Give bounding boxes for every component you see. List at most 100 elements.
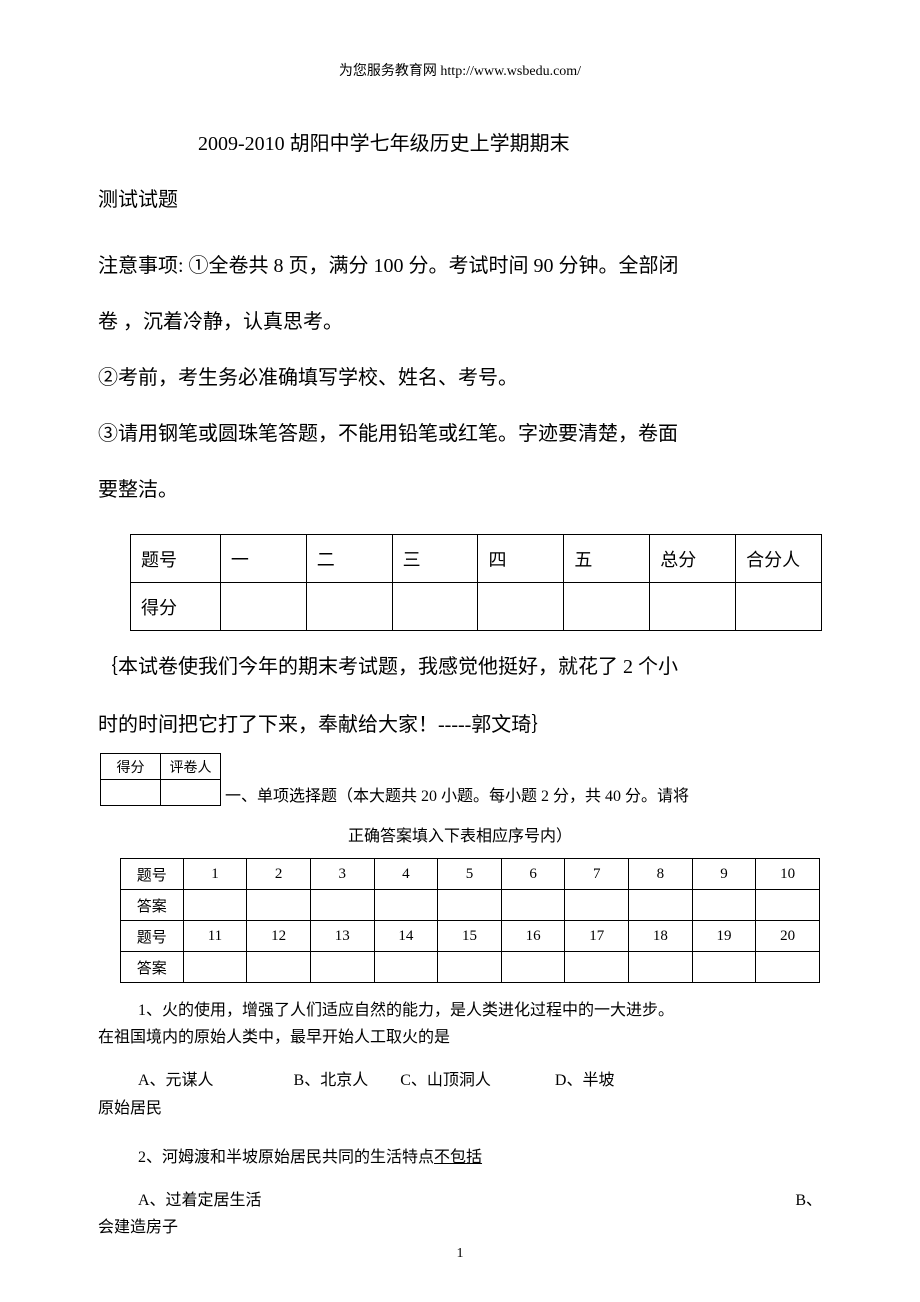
- cell: 4: [374, 859, 438, 890]
- cell: 五: [564, 535, 650, 583]
- cell: 13: [310, 921, 374, 952]
- notice-1b: 卷 ，沉着冷静，认真思考。: [98, 294, 822, 350]
- cell: 题号: [121, 859, 184, 890]
- cell: 15: [438, 921, 502, 952]
- q1-options-a: A、元谋人 B、北京人 C、山顶洞人 D、半坡: [98, 1067, 822, 1094]
- notice-3b: 要整洁。: [98, 462, 822, 518]
- cell: 16: [501, 921, 565, 952]
- q2-opt-b: B、: [795, 1187, 822, 1214]
- cell: 18: [629, 921, 693, 952]
- cell-empty: [692, 952, 756, 983]
- cell-empty: [392, 583, 478, 631]
- cell: 17: [565, 921, 629, 952]
- cell: 19: [692, 921, 756, 952]
- cell-empty: [101, 780, 161, 806]
- cell-empty: [565, 890, 629, 921]
- table-row: 答案: [121, 952, 820, 983]
- cell: 8: [629, 859, 693, 890]
- q2-stem: 2、河姆渡和半坡原始居民共同的生活特点: [138, 1149, 434, 1166]
- cell-empty: [501, 952, 565, 983]
- page-number: 1: [0, 1246, 920, 1262]
- cell: 答案: [121, 890, 184, 921]
- cell: 6: [501, 859, 565, 890]
- question-1: 1、火的使用，增强了人们适应自然的能力，是人类进化过程中的一大进步。 在祖国境内…: [98, 997, 822, 1122]
- cell: 二: [306, 535, 392, 583]
- title-line1: 2009-2010 胡阳中学七年级历史上学期期末: [98, 116, 822, 172]
- cell-empty: [220, 583, 306, 631]
- cell-empty: [478, 583, 564, 631]
- q2-opt-b-cont: 会建造房子: [98, 1214, 822, 1241]
- table-row: 得分: [131, 583, 822, 631]
- cell: 评卷人: [161, 754, 221, 780]
- title-block: 2009-2010 胡阳中学七年级历史上学期期末 测试试题: [98, 116, 822, 228]
- q1-line2: 在祖国境内的原始人类中，最早开始人工取火的是: [98, 1024, 822, 1051]
- q1-options-b: 原始居民: [98, 1095, 822, 1122]
- cell-empty: [374, 890, 438, 921]
- cell-empty: [736, 583, 822, 631]
- cell: 7: [565, 859, 629, 890]
- cell: 3: [310, 859, 374, 890]
- cell-empty: [374, 952, 438, 983]
- section1-heading-a: 一、单项选择题（本大题共 20 小题。每小题 2 分，共 40 分。请将: [225, 788, 689, 805]
- mini-score-table: 得分 评卷人: [100, 753, 221, 806]
- cell: 2: [247, 859, 311, 890]
- notice-2: ②考前，考生务必准确填写学校、姓名、考号。: [98, 350, 822, 406]
- author-note-1: ｛本试卷使我们今年的期末考试题，我感觉他挺好，就花了 2 个小: [98, 641, 822, 693]
- cell-empty: [692, 890, 756, 921]
- q2-opt-a: A、过着定居生活: [138, 1187, 262, 1214]
- cell: 1: [183, 859, 247, 890]
- cell-empty: [629, 890, 693, 921]
- cell: 总分: [650, 535, 736, 583]
- cell-empty: [756, 952, 820, 983]
- author-note-2: 时的时间把它打了下来，奉献给大家！-----郭文琦｝: [98, 699, 822, 751]
- cell-empty: [183, 952, 247, 983]
- cell: 11: [183, 921, 247, 952]
- section1-row: 得分 评卷人 一、单项选择题（本大题共 20 小题。每小题 2 分，共 40 分…: [98, 751, 822, 806]
- cell-empty: [310, 890, 374, 921]
- section1-heading-b: 正确答案填入下表相应序号内）: [98, 822, 822, 846]
- table-row: 题号 11 12 13 14 15 16 17 18 19 20: [121, 921, 820, 952]
- table-row: 题号 一 二 三 四 五 总分 合分人: [131, 535, 822, 583]
- table-row: [101, 780, 221, 806]
- cell: 四: [478, 535, 564, 583]
- cell-empty: [438, 952, 502, 983]
- cell: 三: [392, 535, 478, 583]
- cell: 5: [438, 859, 502, 890]
- q1-line1: 1、火的使用，增强了人们适应自然的能力，是人类进化过程中的一大进步。: [98, 997, 822, 1024]
- answer-table: 题号 1 2 3 4 5 6 7 8 9 10 答案 题号 11: [120, 858, 820, 983]
- cell: 题号: [121, 921, 184, 952]
- cell: 10: [756, 859, 820, 890]
- cell: 得分: [101, 754, 161, 780]
- notice-3a: ③请用钢笔或圆珠笔答题，不能用铅笔或红笔。字迹要清楚，卷面: [98, 406, 822, 462]
- cell-empty: [247, 890, 311, 921]
- cell: 9: [692, 859, 756, 890]
- title-line2: 测试试题: [98, 172, 822, 228]
- table-row: 题号 1 2 3 4 5 6 7 8 9 10: [121, 859, 820, 890]
- cell: 14: [374, 921, 438, 952]
- q2-text: 2、河姆渡和半坡原始居民共同的生活特点不包括: [98, 1144, 822, 1171]
- cell-empty: [438, 890, 502, 921]
- cell-label: 题号: [131, 535, 221, 583]
- cell: 合分人: [736, 535, 822, 583]
- cell-empty: [756, 890, 820, 921]
- notice-1a: 注意事项: ①全卷共 8 页，满分 100 分。考试时间 90 分钟。全部闭: [98, 238, 822, 294]
- question-2: 2、河姆渡和半坡原始居民共同的生活特点不包括 A、过着定居生活 B、 会建造房子: [98, 1144, 822, 1242]
- table-row: 得分 评卷人: [101, 754, 221, 780]
- cell-empty: [247, 952, 311, 983]
- q2-options-row: A、过着定居生活 B、: [98, 1187, 822, 1214]
- cell-empty: [161, 780, 221, 806]
- cell: 20: [756, 921, 820, 952]
- cell-empty: [310, 952, 374, 983]
- score-table: 题号 一 二 三 四 五 总分 合分人 得分: [130, 534, 822, 631]
- cell-empty: [501, 890, 565, 921]
- cell: 答案: [121, 952, 184, 983]
- cell-empty: [564, 583, 650, 631]
- header-url: 为您服务教育网 http://www.wsbedu.com/: [98, 60, 822, 80]
- cell-empty: [306, 583, 392, 631]
- cell: 12: [247, 921, 311, 952]
- cell-empty: [650, 583, 736, 631]
- cell-label: 得分: [131, 583, 221, 631]
- cell-empty: [629, 952, 693, 983]
- cell: 一: [220, 535, 306, 583]
- cell-empty: [565, 952, 629, 983]
